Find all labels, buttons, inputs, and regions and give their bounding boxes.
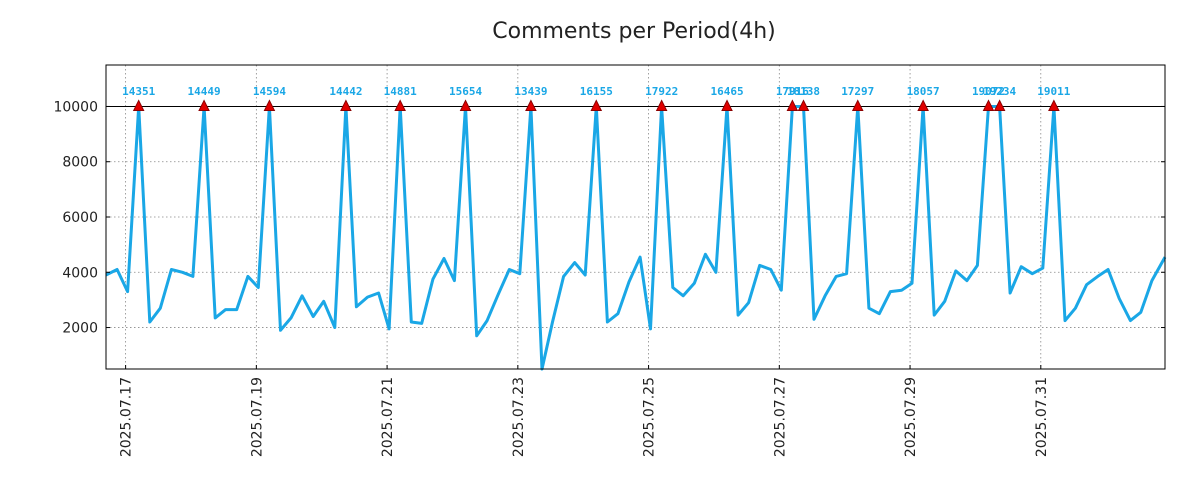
peak-marker xyxy=(851,99,864,111)
peak-marker xyxy=(132,99,145,111)
peak-label: 17922 xyxy=(645,85,678,98)
peak-label: 17916 xyxy=(776,85,809,98)
x-tick-label: 2025.07.19 xyxy=(249,377,265,457)
peak-markers xyxy=(132,99,1060,111)
x-tick-label: 2025.07.27 xyxy=(772,377,788,457)
peak-marker xyxy=(459,99,472,111)
peak-marker xyxy=(394,99,406,111)
peak-label: 14442 xyxy=(329,85,362,98)
y-tick-label: 8000 xyxy=(62,155,98,171)
peak-marker xyxy=(721,99,733,111)
peak-marker xyxy=(1048,99,1060,111)
peak-label: 19234 xyxy=(983,85,1016,98)
peak-label: 18138 xyxy=(787,85,820,98)
peak-label: 15654 xyxy=(449,85,482,98)
x-tick-label: 2025.07.31 xyxy=(1034,377,1050,457)
y-tick-label: 2000 xyxy=(62,321,98,337)
peak-label: 14449 xyxy=(187,85,220,98)
peak-marker xyxy=(786,99,799,111)
peak-label: 18057 xyxy=(907,85,940,98)
peak-label: 14594 xyxy=(253,85,286,98)
peak-label: 16155 xyxy=(580,85,613,98)
peak-marker xyxy=(198,99,210,111)
x-tick-label: 2025.07.29 xyxy=(903,377,919,457)
peak-marker xyxy=(797,99,810,111)
peak-label: 19011 xyxy=(1037,85,1070,98)
chart-title: Comments per Period(4h) xyxy=(492,19,776,44)
peak-label: 13439 xyxy=(514,85,547,98)
peak-marker xyxy=(525,99,537,111)
series-line-comments xyxy=(105,105,1167,371)
peak-marker xyxy=(340,99,352,111)
series-line-layer xyxy=(105,105,1167,371)
peak-marker xyxy=(590,99,603,111)
peak-marker xyxy=(263,99,276,111)
peak-label: 16465 xyxy=(710,85,743,98)
peak-label: 14881 xyxy=(384,85,417,98)
y-tick-label: 4000 xyxy=(62,265,98,281)
peak-label: 19072 xyxy=(972,85,1005,98)
x-tick-label: 2025.07.23 xyxy=(511,377,527,457)
peak-label: 17297 xyxy=(841,85,874,98)
x-tick-label: 2025.07.21 xyxy=(380,377,396,457)
peak-marker xyxy=(982,99,995,111)
x-tick-label: 2025.07.17 xyxy=(119,377,135,457)
y-axis-ticks: 2000 4000 6000 8000 10000 xyxy=(53,99,1165,337)
peak-marker xyxy=(917,99,929,111)
y-tick-label: 10000 xyxy=(53,99,98,115)
y-tick-label: 6000 xyxy=(62,210,98,226)
peak-label: 14351 xyxy=(122,85,155,98)
peak-labels: 14351 14449 14594 14442 14881 15654 13439 16155… xyxy=(122,85,1071,98)
x-axis-ticks: 2025.07.17 2025.07.19 2025.07.21 2025.07.23… xyxy=(119,365,1050,457)
peak-marker xyxy=(655,99,668,111)
peak-marker xyxy=(993,99,1006,111)
x-tick-label: 2025.07.25 xyxy=(642,377,658,457)
